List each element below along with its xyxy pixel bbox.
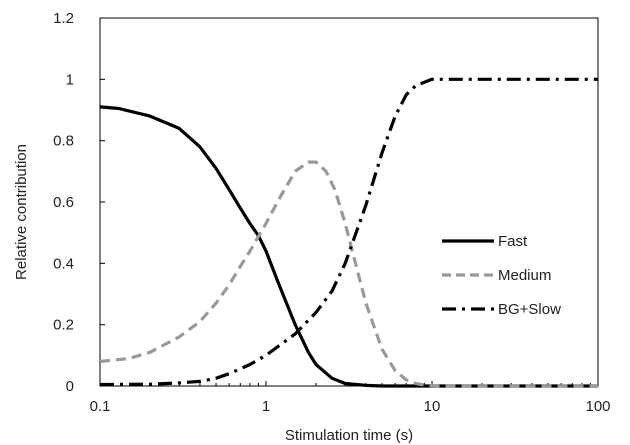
legend-label: Medium [498, 267, 551, 284]
y-tick-label: 1.2 [53, 10, 74, 27]
y-tick-label: 0.4 [53, 255, 74, 272]
y-tick-label: 0 [66, 378, 74, 395]
legend: Fast Medium BG+Slow [442, 233, 561, 318]
x-tick-label: 1 [262, 398, 270, 415]
x-axis-title: Stimulation time (s) [285, 427, 413, 444]
y-tick-label: 0.8 [53, 133, 74, 150]
series-line-bg-slow [99, 77, 598, 387]
legend-label: BG+Slow [498, 301, 561, 318]
series-line-medium [99, 160, 598, 388]
x-tick-label: 10 [424, 398, 441, 415]
y-tick-label: 0.2 [53, 317, 74, 334]
x-tick-label: 100 [585, 398, 610, 415]
plot-frame [99, 17, 599, 387]
legend-label: Fast [498, 233, 528, 250]
y-tick-label: 0.6 [53, 194, 74, 211]
y-axis-title: Relative contribution [13, 144, 30, 280]
series-line-fast [99, 105, 598, 388]
axes: 0 0.2 0.4 0.6 0.8 1 1.2 0.1 1 10 100 [53, 10, 610, 415]
y-tick-label: 1 [66, 71, 74, 88]
series-group [99, 77, 598, 388]
x-tick-label: 0.1 [90, 398, 111, 415]
